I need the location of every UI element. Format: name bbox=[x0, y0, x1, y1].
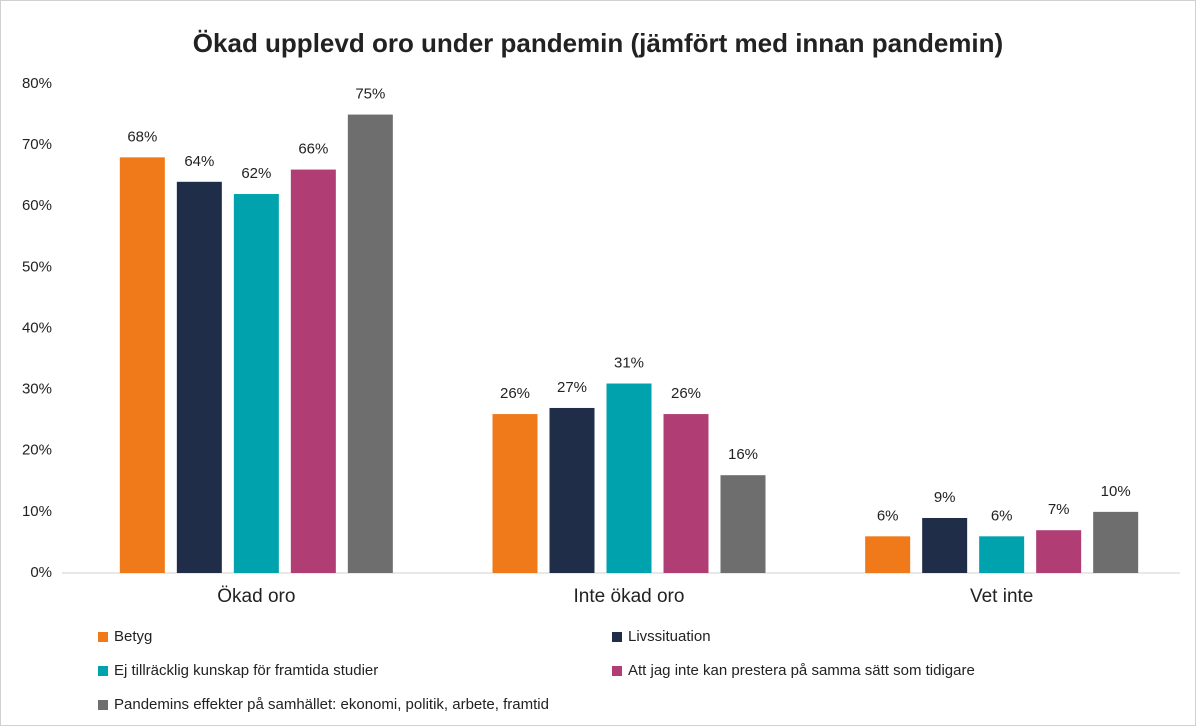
bar bbox=[606, 383, 652, 573]
data-label: 75% bbox=[355, 86, 385, 103]
legend-label: Pandemins effekter på samhället: ekonomi… bbox=[114, 696, 549, 713]
legend-label: Livssituation bbox=[628, 628, 711, 645]
legend-swatch bbox=[98, 632, 108, 642]
data-label: 9% bbox=[934, 489, 956, 506]
data-label: 7% bbox=[1048, 501, 1070, 518]
x-tick-label: Ökad oro bbox=[217, 586, 295, 607]
bar bbox=[290, 169, 336, 573]
legend-swatch bbox=[98, 700, 108, 710]
y-tick-label: 60% bbox=[22, 197, 52, 214]
legend-label: Ej tillräcklig kunskap för framtida stud… bbox=[114, 662, 378, 679]
y-tick-label: 10% bbox=[22, 503, 52, 520]
bar bbox=[1093, 511, 1139, 573]
bar bbox=[720, 475, 766, 573]
legend-swatch bbox=[612, 666, 622, 676]
data-label: 27% bbox=[557, 379, 587, 396]
data-label: 10% bbox=[1101, 483, 1131, 500]
x-tick-label: Inte ökad oro bbox=[574, 586, 685, 607]
data-label: 68% bbox=[127, 128, 157, 145]
data-label: 26% bbox=[500, 385, 530, 402]
data-label: 6% bbox=[991, 507, 1013, 524]
bar bbox=[176, 181, 222, 574]
y-tick-label: 50% bbox=[22, 258, 52, 275]
chart-title: Ökad upplevd oro under pandemin (jämfört… bbox=[193, 28, 1003, 58]
x-tick-label: Vet inte bbox=[970, 586, 1033, 607]
y-tick-label: 80% bbox=[22, 75, 52, 92]
data-label: 62% bbox=[241, 165, 271, 182]
bar bbox=[979, 536, 1025, 573]
bar bbox=[233, 194, 279, 573]
data-label: 31% bbox=[614, 354, 644, 371]
y-tick-label: 30% bbox=[22, 381, 52, 398]
bar bbox=[119, 157, 165, 573]
bar bbox=[1036, 530, 1082, 573]
y-tick-label: 40% bbox=[22, 319, 52, 336]
data-label: 26% bbox=[671, 385, 701, 402]
data-label: 64% bbox=[184, 153, 214, 170]
bar bbox=[663, 414, 709, 573]
bar bbox=[492, 414, 538, 573]
bar bbox=[865, 536, 911, 573]
legend-label: Att jag inte kan prestera på samma sätt … bbox=[628, 662, 975, 679]
data-label: 6% bbox=[877, 507, 899, 524]
legend-label: Betyg bbox=[114, 628, 152, 645]
bar bbox=[922, 517, 968, 573]
y-tick-label: 70% bbox=[22, 136, 52, 153]
bar bbox=[549, 407, 595, 573]
bar bbox=[347, 114, 393, 573]
data-label: 16% bbox=[728, 446, 758, 463]
data-label: 66% bbox=[298, 141, 328, 158]
legend-swatch bbox=[612, 632, 622, 642]
y-tick-label: 20% bbox=[22, 442, 52, 459]
legend-swatch bbox=[98, 666, 108, 676]
y-tick-label: 0% bbox=[30, 564, 52, 581]
